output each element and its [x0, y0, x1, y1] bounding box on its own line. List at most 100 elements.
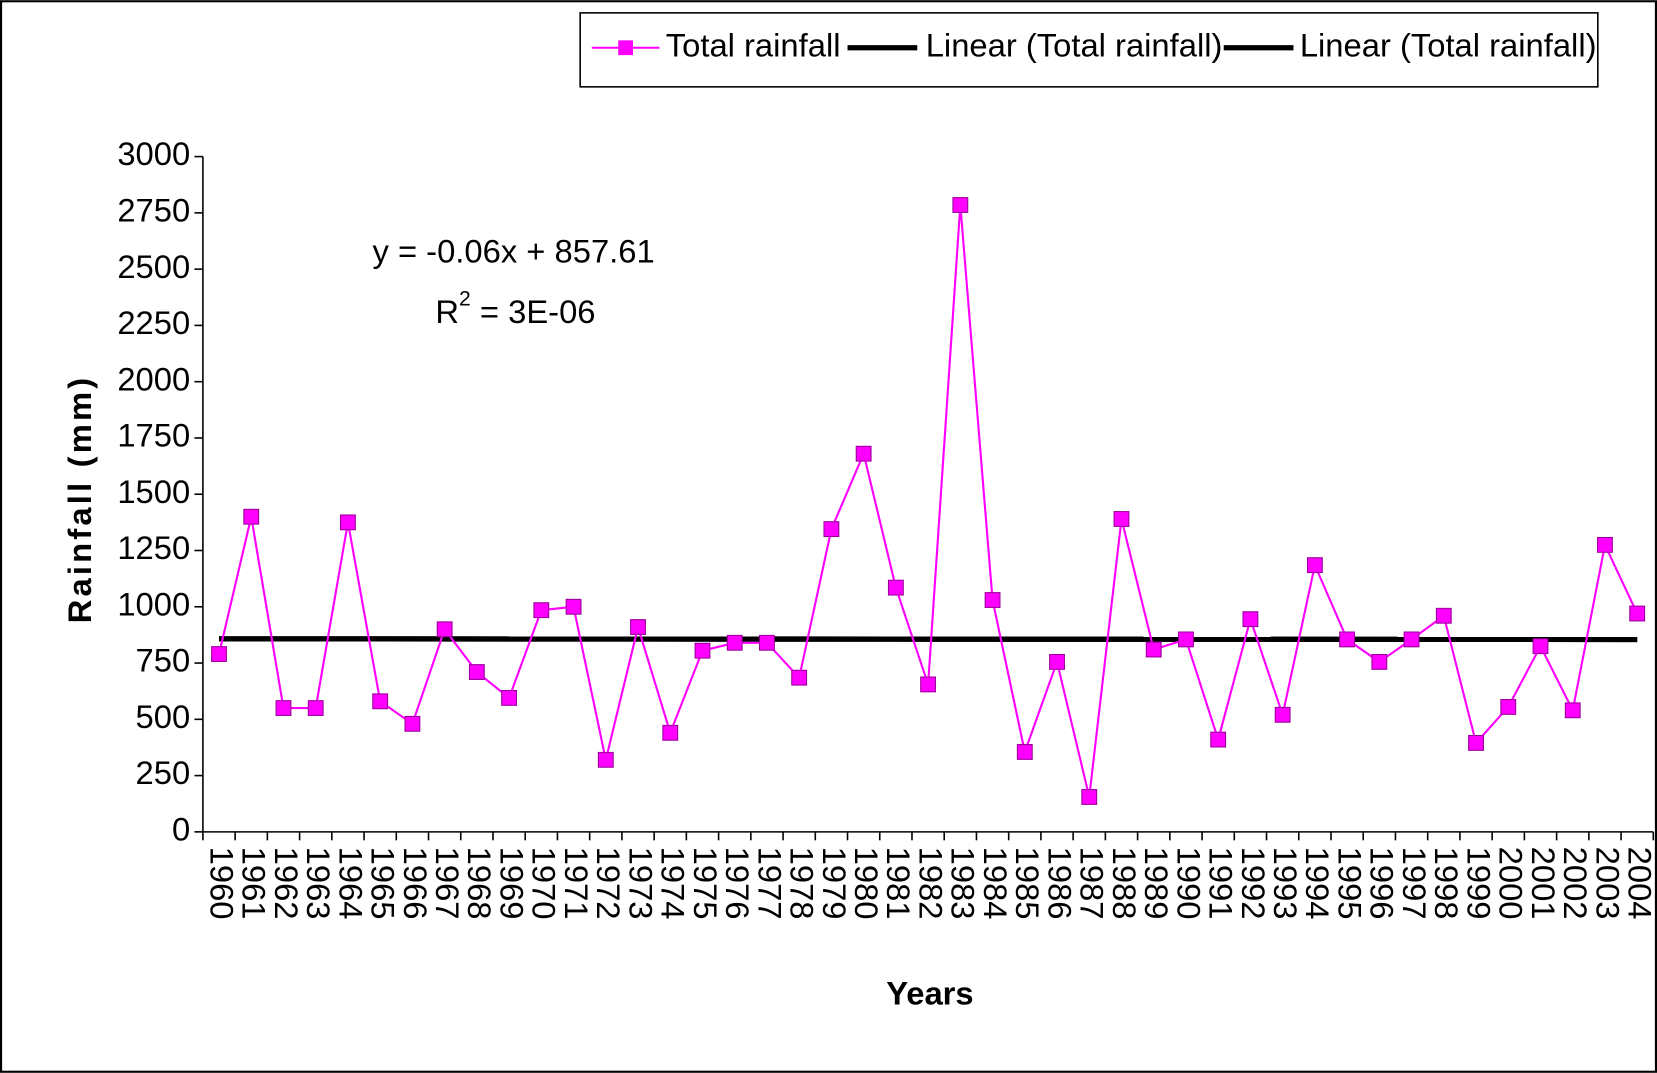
x-tick-label: 1976 [719, 847, 756, 920]
x-tick-label: 1963 [300, 847, 337, 920]
point [372, 693, 389, 710]
point [1113, 511, 1130, 527]
y-tick-label: 2000 [117, 360, 190, 397]
point [823, 521, 840, 538]
x-tick-label: 2001 [1525, 847, 1562, 920]
x-tick-label: 1996 [1364, 847, 1401, 920]
x-tick-label: 2002 [1557, 847, 1594, 920]
x-tick-label: 1972 [590, 847, 627, 920]
y-tick-label: 2500 [117, 248, 190, 285]
point [1435, 607, 1452, 624]
x-tick-label: 1966 [397, 847, 434, 920]
point [1468, 735, 1484, 751]
point [1081, 789, 1098, 805]
point [533, 602, 550, 619]
point [1629, 605, 1646, 622]
x-tick-label: 1992 [1235, 847, 1272, 920]
point [243, 508, 260, 525]
point [468, 664, 485, 680]
x-tick-label: 1995 [1331, 847, 1368, 920]
x-tick-label: 1981 [880, 847, 917, 920]
point [759, 634, 775, 651]
x-tick-label: 1979 [816, 847, 853, 920]
point [887, 579, 904, 596]
point [952, 197, 969, 213]
r-squared: R2 = 3E-06 [435, 287, 595, 330]
x-tick-label: 1990 [1170, 847, 1207, 920]
point [436, 621, 453, 638]
point [275, 700, 292, 716]
x-tick-label: 1973 [622, 847, 659, 920]
legend-label: Linear (Total rainfall) [1300, 26, 1597, 63]
point [1145, 641, 1162, 658]
x-tick-label: 2000 [1493, 847, 1530, 920]
x-tick-label: 2004 [1622, 847, 1657, 920]
point [920, 676, 937, 693]
point [565, 598, 582, 615]
r-base: R [435, 293, 459, 330]
point [307, 700, 324, 716]
legend-label: Total rainfall [666, 26, 841, 63]
r-sup: 2 [459, 287, 471, 310]
x-tick-label: 1961 [236, 847, 273, 920]
y-tick-label: 500 [136, 698, 191, 735]
point [1210, 731, 1227, 748]
point [1242, 611, 1259, 628]
x-tick-label: 1960 [203, 847, 240, 920]
point [726, 634, 743, 651]
point [630, 619, 646, 635]
point [340, 514, 356, 531]
point [501, 690, 518, 706]
x-tick-label: 1978 [784, 847, 821, 920]
y-tick-label: 750 [136, 642, 191, 679]
legend-label: Linear (Total rainfall) [926, 26, 1223, 63]
x-tick-label: 1967 [429, 847, 466, 920]
equation: y = -0.06x + 857.61 [372, 232, 654, 269]
x-tick-label: 1983 [945, 847, 982, 920]
point [1306, 557, 1323, 574]
x-axis-label: Years [886, 974, 973, 1011]
x-tick-label: 1965 [365, 847, 402, 920]
legend-box [579, 12, 1599, 88]
x-tick-label: 1982 [912, 847, 949, 920]
y-tick-label: 2250 [117, 304, 190, 341]
x-tick-label: 1986 [1041, 847, 1078, 920]
y-tick-label: 250 [136, 754, 191, 791]
x-tick-label: 1988 [1106, 847, 1143, 920]
x-tick-label: 1991 [1203, 847, 1240, 920]
point [1178, 631, 1194, 648]
x-tick-label: 1985 [1009, 847, 1046, 920]
r-rest: = 3E-06 [471, 293, 596, 330]
point [404, 715, 421, 732]
x-tick-label: 1987 [1074, 847, 1111, 920]
x-tick-label: 1968 [461, 847, 498, 920]
point [211, 646, 227, 662]
y-tick-label: 1000 [117, 585, 190, 622]
point [1371, 653, 1388, 670]
point [1274, 706, 1291, 723]
point [1597, 536, 1613, 553]
y-tick-label: 1500 [117, 473, 190, 510]
point [662, 724, 679, 741]
point [1016, 744, 1033, 760]
x-tick-label: 1998 [1428, 847, 1465, 920]
y-axis-label: Rainfall (mm) [61, 375, 98, 624]
point [1532, 638, 1549, 655]
x-tick-label: 2003 [1589, 847, 1626, 920]
x-tick-label: 1969 [493, 847, 530, 920]
x-tick-label: 1964 [332, 847, 369, 920]
x-tick-label: 1993 [1267, 847, 1304, 920]
point [791, 669, 808, 686]
y-tick-label: 1750 [117, 417, 190, 454]
point [694, 642, 711, 659]
x-tick-label: 1997 [1396, 847, 1433, 920]
x-tick-label: 1974 [655, 847, 692, 920]
point [1500, 699, 1517, 715]
trend-line [219, 636, 1638, 643]
x-tick-label: 1975 [687, 847, 724, 920]
y-tick-label: 3000 [117, 135, 190, 172]
x-tick-label: 1994 [1299, 847, 1336, 920]
x-tick-label: 1999 [1460, 847, 1497, 920]
x-tick-label: 1970 [526, 847, 563, 920]
